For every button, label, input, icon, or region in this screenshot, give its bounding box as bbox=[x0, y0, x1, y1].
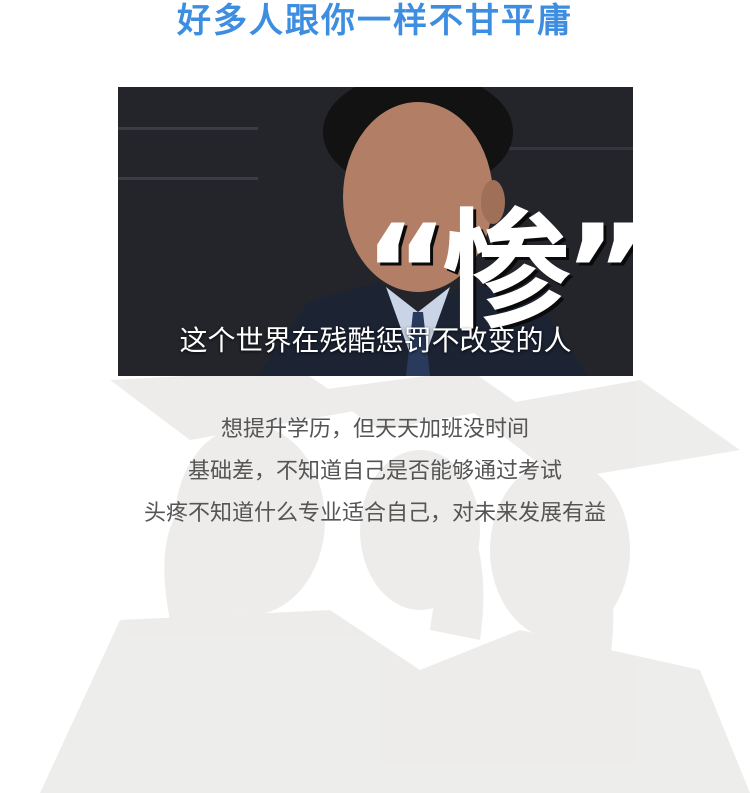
man-portrait-illustration bbox=[118, 87, 633, 376]
hero-caption: 这个世界在残酷惩罚不改变的人 bbox=[179, 324, 572, 357]
big-miserable-text: “惨” bbox=[364, 198, 633, 347]
pain-point-2: 基础差，不知道自己是否能够通过考试 bbox=[187, 459, 562, 484]
graduates-background-image bbox=[0, 370, 750, 793]
pain-points-list: 想提升学历，但天天加班没时间 基础差，不知道自己是否能够通过考试 头疼不知道什么… bbox=[0, 410, 750, 536]
hero-image: “惨” 这个世界在残酷惩罚不改变的人 bbox=[118, 87, 633, 376]
pain-point-1: 想提升学历，但天天加班没时间 bbox=[220, 417, 529, 442]
page-title: 好多人跟你一样不甘平庸 bbox=[177, 1, 573, 41]
pain-point-3: 头疼不知道什么专业适合自己，对未来发展有益 bbox=[143, 501, 606, 526]
